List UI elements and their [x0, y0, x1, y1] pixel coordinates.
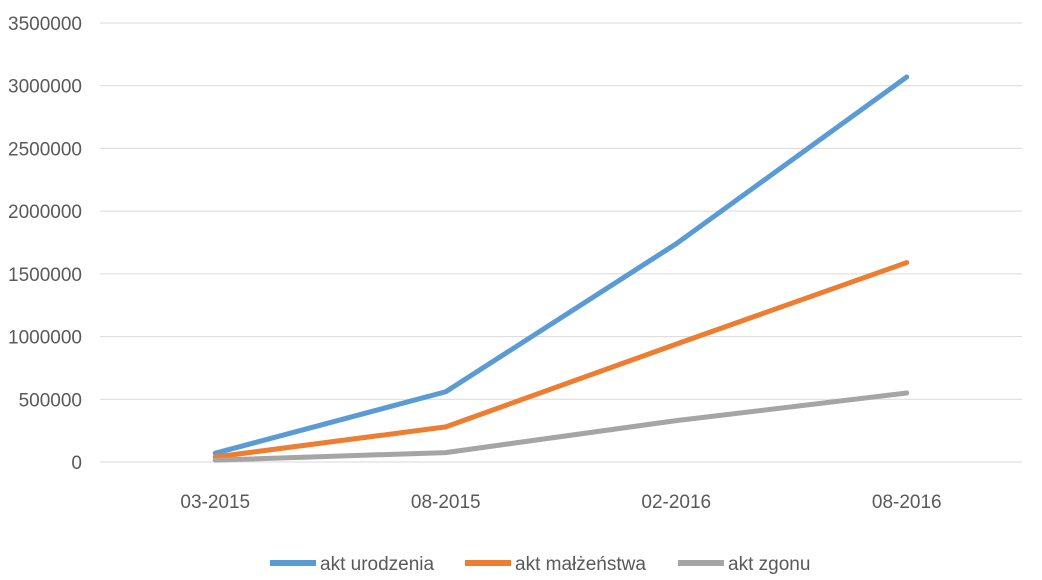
legend: akt urodzenia akt małżeństwa akt zgonu — [270, 554, 810, 575]
y-tick-label: 2000000 — [8, 202, 82, 223]
y-tick-label: 500000 — [19, 390, 82, 411]
series-line-1 — [212, 74, 910, 456]
series-layer — [212, 74, 910, 463]
y-tick-label: 2500000 — [8, 139, 82, 160]
legend-label: akt urodzenia — [320, 554, 435, 575]
x-tick-label: 08-2016 — [872, 492, 942, 513]
y-tick-label: 3000000 — [8, 77, 82, 98]
x-tick-label: 03-2015 — [180, 492, 250, 513]
legend-label: akt małżeństwa — [515, 554, 646, 575]
y-tick-label: 0 — [71, 453, 82, 474]
x-tick-label: 08-2015 — [411, 492, 481, 513]
grid-layer — [100, 22, 1022, 463]
y-axis-ticks: 0 500000 1000000 1500000 2000000 2500000 30000… — [8, 14, 82, 474]
y-tick-label: 3500000 — [8, 14, 82, 35]
series-line-3 — [212, 390, 910, 463]
x-tick-label: 02-2016 — [641, 492, 711, 513]
y-tick-label: 1000000 — [8, 328, 82, 349]
series-line-2 — [212, 260, 910, 460]
y-tick-label: 1500000 — [8, 265, 82, 286]
legend-label: akt zgonu — [728, 554, 810, 575]
x-axis-ticks: 03-2015 08-2015 02-2016 08-2016 — [180, 492, 941, 513]
